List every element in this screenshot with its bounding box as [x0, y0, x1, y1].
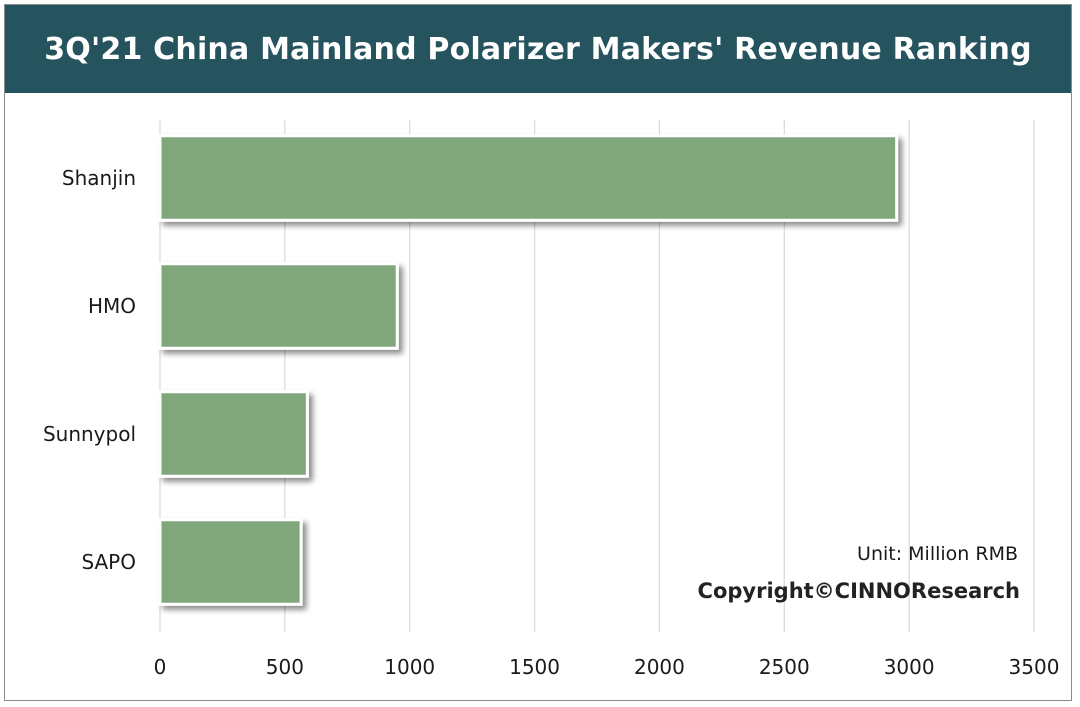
x-tick-labels: 0 500 1000 1500 2000 2500 3000 3500	[154, 655, 1060, 679]
x-tick-label: 0	[154, 655, 167, 679]
category-label: SAPO	[81, 550, 136, 574]
bar-shanjin	[158, 134, 899, 222]
x-tick-label: 2000	[634, 655, 685, 679]
title-bar: 3Q'21 China Mainland Polarizer Makers' R…	[5, 5, 1071, 93]
category-label: Shanjin	[62, 166, 136, 190]
x-tick-label: 3500	[1009, 655, 1060, 679]
bar-sapo	[158, 518, 303, 606]
category-label: Sunnypol	[43, 422, 136, 446]
x-tick-label: 500	[266, 655, 304, 679]
chart-title: 3Q'21 China Mainland Polarizer Makers' R…	[44, 31, 1032, 67]
category-labels: Shanjin HMO Sunnypol SAPO	[43, 166, 136, 574]
copyright-note: Copyright©CINNOResearch	[697, 579, 1020, 603]
x-tick-label: 1000	[384, 655, 435, 679]
bar-hmo	[158, 262, 399, 350]
x-tick-label: 1500	[509, 655, 560, 679]
x-tick-label: 2500	[759, 655, 810, 679]
bars	[158, 134, 899, 606]
bar-sunnypol	[158, 390, 309, 478]
x-tick-label: 3000	[884, 655, 935, 679]
category-label: HMO	[88, 294, 136, 318]
unit-note: Unit: Million RMB	[857, 543, 1018, 565]
